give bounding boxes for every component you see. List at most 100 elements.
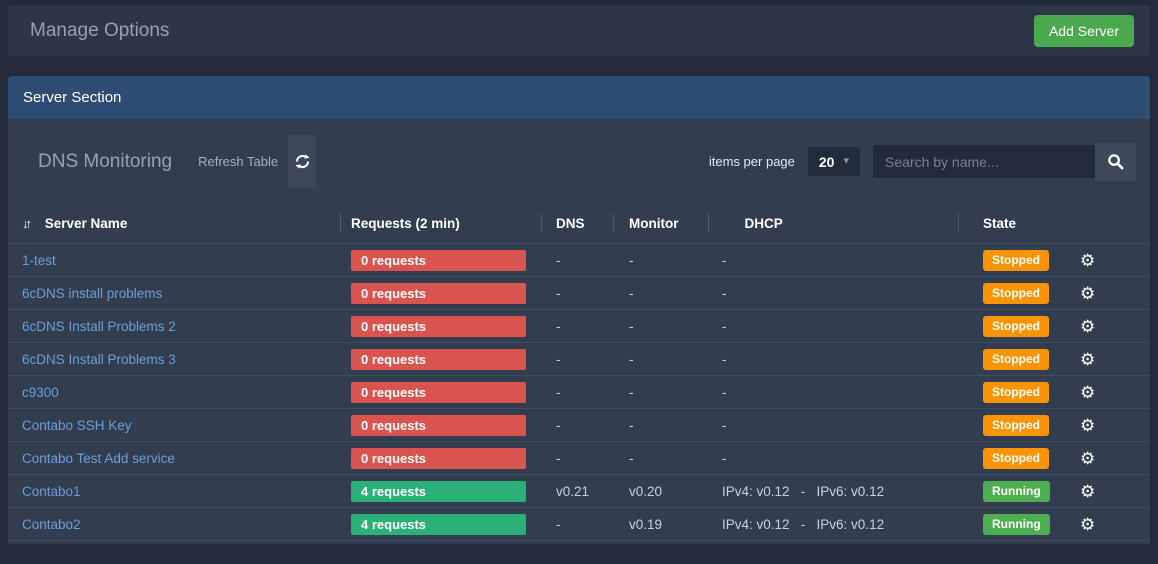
server-name-link[interactable]: 1-test: [22, 252, 56, 268]
table-body: 1-test 0 requests - - - Stopped ⚙ 6cDNS …: [8, 243, 1150, 544]
server-name-cell: 1-test: [22, 253, 340, 268]
actions-cell: ⚙: [1068, 483, 1136, 500]
monitor-version: -: [629, 450, 634, 466]
requests-badge: 0 requests: [351, 282, 526, 304]
table-row: 1-test 0 requests - - - Stopped ⚙: [8, 243, 1150, 276]
monitor-version: -: [629, 417, 634, 433]
refresh-button[interactable]: [288, 135, 317, 188]
table-heading: DNS Monitoring: [38, 150, 173, 172]
dhcp-versions: -: [722, 318, 727, 334]
column-header-dhcp: DHCP: [708, 201, 958, 246]
requests-badge: 0 requests: [351, 249, 526, 271]
state-badge: Stopped: [983, 249, 1049, 271]
dns-version: -: [556, 252, 561, 268]
state-cell: Stopped: [958, 447, 1068, 469]
requests-badge: 0 requests: [351, 348, 526, 370]
server-name-cell: Contabo1: [22, 484, 340, 499]
search-button[interactable]: [1095, 142, 1136, 181]
requests-badge: 4 requests: [351, 480, 526, 502]
column-label-state: State: [983, 215, 1017, 231]
manage-options-bar: Manage Options Add Server: [8, 5, 1150, 56]
column-header-state: State: [958, 216, 1068, 231]
items-per-page-label: items per page: [708, 154, 795, 169]
gear-icon[interactable]: ⚙: [1080, 382, 1096, 402]
column-label-monitor: Monitor: [629, 215, 679, 231]
table-row: 6cDNS Install Problems 3 0 requests - - …: [8, 342, 1150, 375]
state-badge: Stopped: [983, 282, 1049, 304]
dhcp-versions: -: [722, 384, 727, 400]
server-name-link[interactable]: Contabo Test Add service: [22, 450, 175, 466]
server-name-link[interactable]: 6cDNS install problems: [22, 285, 163, 301]
gear-icon[interactable]: ⚙: [1080, 481, 1096, 501]
refresh-icon: [294, 154, 310, 169]
caret-down-icon: ▾: [843, 155, 849, 167]
state-cell: Stopped: [958, 315, 1068, 337]
dhcp-versions: IPv4: v0.12 - IPv6: v0.12: [722, 483, 885, 499]
gear-icon[interactable]: ⚙: [1080, 349, 1096, 369]
requests-badge: 0 requests: [351, 414, 526, 436]
items-per-page-value: 20: [818, 153, 835, 170]
dhcp-versions: -: [722, 351, 727, 367]
requests-badge: 0 requests: [351, 447, 526, 469]
server-name-link[interactable]: 6cDNS Install Problems 2: [22, 318, 176, 334]
actions-cell: ⚙: [1068, 318, 1136, 335]
requests-cell: 0 requests: [340, 282, 541, 304]
actions-cell: ⚙: [1068, 384, 1136, 401]
section-header: Server Section: [8, 76, 1150, 119]
monitor-version: -: [629, 252, 634, 268]
gear-icon[interactable]: ⚙: [1080, 448, 1096, 468]
dns-version: v0.21: [556, 483, 590, 499]
state-cell: Running: [958, 513, 1068, 535]
table-row: 6cDNS Install Problems 2 0 requests - - …: [8, 309, 1150, 342]
monitor-version: v0.19: [629, 516, 663, 532]
requests-cell: 4 requests: [340, 480, 541, 502]
dhcp-versions: -: [722, 285, 727, 301]
actions-cell: ⚙: [1068, 450, 1136, 467]
state-cell: Stopped: [958, 381, 1068, 403]
dhcp-versions: -: [722, 417, 727, 433]
search-input[interactable]: [873, 145, 1095, 178]
server-name-link[interactable]: Contabo SSH Key: [22, 417, 132, 433]
gear-icon[interactable]: ⚙: [1080, 316, 1096, 336]
actions-cell: ⚙: [1068, 285, 1136, 302]
server-name-link[interactable]: Contabo2: [22, 516, 81, 532]
requests-cell: 0 requests: [340, 447, 541, 469]
state-badge: Stopped: [983, 315, 1049, 337]
server-name-cell: Contabo SSH Key: [22, 418, 340, 433]
requests-badge: 0 requests: [351, 381, 526, 403]
monitor-version: v0.20: [629, 483, 663, 499]
state-badge: Running: [983, 480, 1050, 502]
dns-version: -: [556, 384, 561, 400]
gear-icon[interactable]: ⚙: [1080, 250, 1096, 270]
gear-icon[interactable]: ⚙: [1080, 283, 1096, 303]
table-row: Demo Contabo1 0 requests - - - Stopped ⚙: [8, 540, 1150, 544]
refresh-table-label: Refresh Table: [198, 154, 279, 169]
dns-version: -: [556, 417, 561, 433]
state-cell: Stopped: [958, 282, 1068, 304]
table-header: ↓↑ Server Name Requests (2 min) DNS Moni…: [8, 203, 1150, 243]
table-toolbar: DNS Monitoring Refresh Table items per p…: [8, 135, 1150, 188]
column-header-server-name[interactable]: ↓↑ Server Name: [22, 216, 340, 231]
requests-cell: 0 requests: [340, 249, 541, 271]
dns-version: -: [556, 285, 561, 301]
server-name-link[interactable]: 6cDNS Install Problems 3: [22, 351, 176, 367]
server-name-link[interactable]: Contabo1: [22, 483, 81, 499]
column-label-dhcp: DHCP: [744, 215, 783, 231]
items-per-page-select[interactable]: 20 ▾: [807, 147, 860, 176]
add-server-button[interactable]: Add Server: [1033, 14, 1134, 47]
dns-version: -: [556, 516, 561, 532]
server-name-cell: Contabo Test Add service: [22, 451, 340, 466]
column-label-server-name: Server Name: [44, 215, 128, 231]
table-row: 6cDNS install problems 0 requests - - - …: [8, 276, 1150, 309]
state-cell: Stopped: [958, 348, 1068, 370]
requests-cell: 0 requests: [340, 348, 541, 370]
gear-icon[interactable]: ⚙: [1080, 415, 1096, 435]
requests-cell: 4 requests: [340, 513, 541, 535]
state-badge: Stopped: [983, 414, 1049, 436]
server-name-cell: 6cDNS install problems: [22, 286, 340, 301]
dns-version: -: [556, 318, 561, 334]
state-badge: Stopped: [983, 381, 1049, 403]
dhcp-versions: -: [722, 252, 727, 268]
gear-icon[interactable]: ⚙: [1080, 514, 1096, 534]
server-name-link[interactable]: c9300: [22, 384, 59, 400]
